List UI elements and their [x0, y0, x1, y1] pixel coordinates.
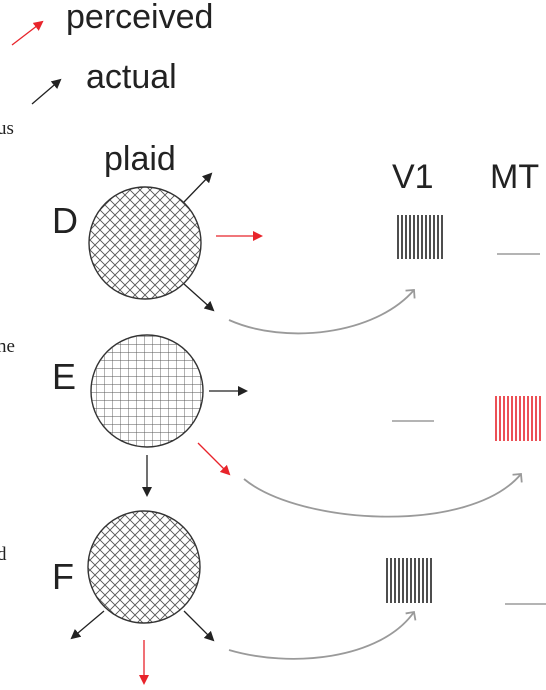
legend-perceived-arrow	[11, 20, 44, 46]
side-text-3: d	[0, 544, 7, 565]
legend-actual-label: actual	[86, 58, 177, 96]
row-letter-f: F	[52, 556, 74, 597]
row-letter-d: D	[52, 200, 78, 241]
perceived-arrow-e	[197, 442, 231, 476]
legend-perceived-label: perceived	[66, 0, 214, 36]
v1-bars-d	[397, 215, 443, 259]
connector-f-to-v1	[228, 610, 417, 660]
mt-label: MT	[490, 158, 540, 196]
v1-label: V1	[392, 158, 434, 196]
plaid-circle-f	[87, 510, 201, 624]
v1-bars-f	[386, 558, 432, 603]
side-text-2: ne	[0, 336, 15, 357]
plaid-circle-e	[90, 334, 204, 448]
row-letter-e: E	[52, 356, 77, 397]
plaid-circle-d	[88, 186, 202, 300]
actual-arrow-f-left	[70, 610, 105, 640]
plaid-label: plaid	[104, 140, 176, 178]
actual-arrow-d-up	[183, 172, 213, 203]
side-text-1: us	[0, 118, 14, 139]
legend-actual-arrow	[31, 78, 62, 105]
mt-bars-e	[495, 396, 541, 441]
connector-d-to-v1	[228, 289, 416, 335]
actual-arrow-d-down	[183, 283, 215, 312]
actual-arrow-f-right	[183, 610, 215, 642]
connector-e-to-mt	[243, 473, 523, 518]
